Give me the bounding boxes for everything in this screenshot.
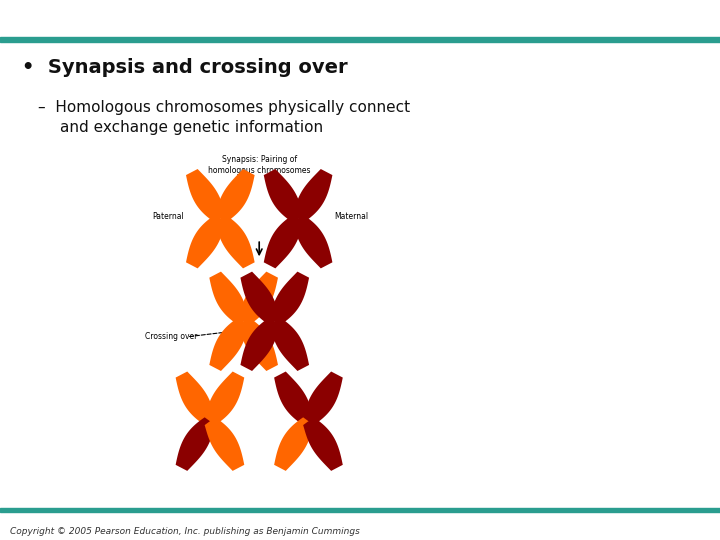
Text: Crossing over: Crossing over (145, 332, 197, 341)
Text: and exchange genetic information: and exchange genetic information (60, 120, 323, 135)
Polygon shape (293, 169, 333, 222)
Polygon shape (264, 215, 303, 268)
Polygon shape (238, 272, 278, 325)
Text: Synapsis: Pairing of: Synapsis: Pairing of (222, 156, 297, 164)
Text: –  Homologous chromosomes physically connect: – Homologous chromosomes physically conn… (38, 100, 410, 115)
Polygon shape (210, 272, 249, 325)
Polygon shape (303, 372, 343, 425)
Polygon shape (186, 215, 225, 268)
Polygon shape (238, 318, 278, 371)
Polygon shape (269, 318, 309, 371)
Text: •  Synapsis and crossing over: • Synapsis and crossing over (22, 58, 348, 77)
Polygon shape (215, 169, 255, 222)
Polygon shape (176, 417, 215, 471)
Polygon shape (274, 417, 314, 471)
Polygon shape (204, 372, 244, 425)
Polygon shape (293, 215, 333, 268)
Text: Paternal: Paternal (153, 212, 184, 221)
Polygon shape (240, 318, 280, 371)
Polygon shape (186, 169, 225, 222)
Bar (0, 508, 720, 512)
Polygon shape (269, 272, 309, 325)
Text: Maternal: Maternal (334, 212, 369, 221)
Polygon shape (210, 318, 249, 371)
Polygon shape (264, 169, 303, 222)
Polygon shape (240, 272, 280, 325)
Text: homologous chromosomes: homologous chromosomes (208, 166, 310, 174)
Text: Copyright © 2005 Pearson Education, Inc. publishing as Benjamin Cummings: Copyright © 2005 Pearson Education, Inc.… (10, 527, 360, 536)
Polygon shape (176, 372, 215, 425)
Polygon shape (274, 372, 314, 425)
Bar (0, 37, 720, 42)
Polygon shape (215, 215, 255, 268)
Polygon shape (204, 417, 244, 471)
Polygon shape (303, 417, 343, 471)
